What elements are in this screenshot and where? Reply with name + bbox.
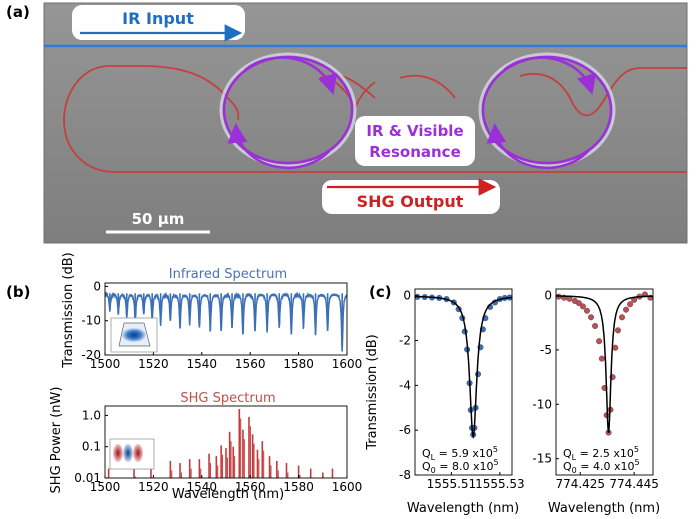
visible-resonance-q0-annotation: Q0 = 4.0 x105 [563,458,640,475]
shg-xtick-label: 1580 [283,480,314,494]
ir-ytick-label: 0 [93,279,101,293]
visible-resonance-fit-line [556,295,653,433]
shg-ytick-label: 0.01 [74,471,101,485]
resonance-label-line1: IR & Visible [366,122,463,140]
panel-label-b: (b) [6,283,30,301]
visible-resonance-point-8 [592,322,599,329]
plot-frame [555,288,654,476]
visible-resonance-point-18 [619,314,626,321]
visible-resonance-xtick-label: 774.445 [609,477,659,491]
ir-resonance-xtick-label: 1555.51 [427,477,477,491]
ir-resonance-ytick-label: 0 [403,289,411,303]
panel-label-c: (c) [369,283,392,301]
ir-input-label: IR Input [122,9,194,28]
shg-waveguide-link-1 [221,91,240,121]
visible-resonance-xlabel: Wavelength (nm) [548,501,660,516]
ir-mode-profile [122,328,146,342]
shg-xtick-label: 1600 [332,480,363,494]
visible-resonance-ql-annotation: QL = 2.5 x105 [563,445,639,462]
shg-waveguide [63,65,687,173]
ring-1-outer [219,52,357,168]
ir-resonance-ql-annotation: QL = 5.9 x105 [422,445,498,462]
ir-xtick-label: 1580 [283,357,314,371]
visible-resonance-point-16 [612,344,619,351]
shg-xtick-label: 1500 [90,480,121,494]
ir-mode-inset [110,317,158,353]
shg-ytick-label: 0.1 [82,440,101,454]
shg-xtick-label: 1540 [187,480,218,494]
shg-xtick-label: 1560 [235,480,266,494]
ir-resonance-chart: Transmission (dB) Wavelength (nm) 0 -2 -4 -… [365,288,525,516]
ir-resonance-xtick-label: 1555.53 [475,477,525,491]
ir-spectrum-chart: Infrared Spectrum Transmission (dB) 0 -10… [61,252,362,371]
visible-resonance-point-19 [623,306,630,313]
shg-spectrum-ylabel: SHG Power (nW) [49,387,64,494]
resonance-label-line2: Resonance [369,143,461,161]
ir-xtick-label: 1500 [90,357,121,371]
ir-spectrum-line [104,290,348,351]
panel-label-a: (a) [6,3,30,21]
ir-resonance-ylabel: Transmission (dB) [365,334,380,450]
scale-bar-label: 50 µm [132,210,185,228]
ir-spectrum-title: Infrared Spectrum [169,267,287,282]
ir-xtick-label: 1600 [332,357,363,371]
shg-output-label: SHG Output [357,192,464,211]
plot-frame [104,282,348,356]
visible-resonance-point-17 [614,327,621,334]
visible-resonance-ytick-label: -15 [532,452,552,466]
shg-spectrum-xlabel: Wavelength (nm) [172,487,284,502]
visible-resonance-ytick-label: -10 [532,397,552,411]
ir-ytick-label: -20 [81,348,101,362]
ring-1-circulation-arrow-bottom [227,123,331,169]
ir-input-label-box [72,5,245,40]
ir-resonance-point-16 [475,371,482,378]
shg-mode-lobe-1 [113,444,123,462]
ring-2-circulation-arrow-bottom [486,123,590,169]
ir-resonance-fit-line [415,295,512,440]
visible-resonance-point-20 [627,301,634,308]
visible-resonance-ytick-label: -5 [540,343,552,357]
ir-xtick-label: 1540 [187,357,218,371]
ir-resonance-ytick-label: -2 [399,334,411,348]
ir-resonance-ytick-label: -6 [399,423,411,437]
shg-mode-inset [109,438,155,470]
ring-2-circulation-arrow-top [503,56,597,95]
ir-xtick-label: 1560 [235,357,266,371]
ir-resonance-ytick-label: -4 [399,378,411,392]
ring-2-outer [478,52,616,168]
plot-frame [414,288,513,476]
shg-mode-lobe-3 [133,444,143,462]
visible-resonance-point-6 [583,307,590,314]
visible-resonance-point-4 [575,300,582,307]
visible-resonance-point-5 [579,303,586,310]
shg-output-label-box [322,180,500,214]
shg-xtick-label: 1520 [138,480,169,494]
micrograph-border [43,2,688,244]
ir-resonance-xlabel: Wavelength (nm) [407,501,519,516]
shg-spectrum-chart: SHG Spectrum SHG Power (nW) Wavelength (… [49,387,362,502]
visible-resonance-point-10 [598,355,605,362]
ir-xtick-label: 1520 [138,357,169,371]
micrograph: IR Input IR & Visible Resonance SHG Outp… [43,2,688,244]
shg-ytick-label: 1.0 [82,408,101,422]
ir-resonance-ytick-label: -8 [399,468,411,482]
shg-mode-lobe-2 [123,444,133,462]
ir-ytick-label: -10 [81,314,101,328]
plot-frame [104,405,348,479]
resonance-label-box [355,116,475,166]
visible-resonance-point-9 [596,338,603,345]
ring-1-circulation-arrow-top [244,56,338,95]
visible-resonance-ytick-label: 0 [544,289,552,303]
visible-resonance-xtick-label: 774.425 [555,477,605,491]
shg-spectrum-title: SHG Spectrum [180,391,275,406]
ir-resonance-q0-annotation: Q0 = 8.0 x105 [422,458,499,475]
visible-resonance-point-7 [588,314,595,321]
ir-spectrum-ylabel: Transmission (dB) [61,252,76,368]
